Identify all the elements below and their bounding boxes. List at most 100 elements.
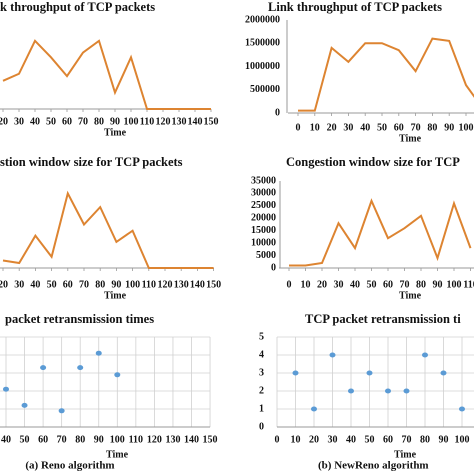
x-tick-label: 40 — [30, 279, 40, 290]
x-tick-label: 60 — [62, 116, 72, 127]
x-tick-label: 40 — [360, 122, 370, 133]
x-tick-label: 110 — [129, 434, 143, 445]
x-tick-label: 70 — [79, 279, 89, 290]
x-tick-label: 40 — [1, 434, 11, 445]
x-tick-label: 30 — [343, 122, 353, 133]
x-axis-label: Time — [394, 449, 417, 460]
y-tick-label: 0 — [259, 421, 264, 432]
point — [114, 372, 121, 378]
x-tick-label: 40 — [350, 279, 360, 290]
point — [422, 352, 428, 358]
x-tick-label: 70 — [402, 434, 412, 445]
x-tick-label: 120 — [158, 279, 173, 290]
chart-title: Congestion window size for TCP — [286, 155, 460, 169]
point — [385, 388, 391, 394]
y-tick-label: 15000 — [251, 225, 276, 236]
y-tick-label: 5 — [259, 331, 264, 342]
y-tick-label: 4 — [259, 349, 264, 360]
x-tick-label: 80 — [75, 434, 85, 445]
x-tick-label: 70 — [411, 122, 421, 133]
x-tick-label: 40 — [346, 434, 356, 445]
x-axis-label: Time — [399, 290, 422, 301]
x-axis-label: Time — [104, 127, 127, 138]
point — [95, 350, 102, 356]
x-tick-label: 50 — [377, 122, 387, 133]
chart-title: stion window size for TCP packets — [0, 155, 183, 169]
x-tick-label: 30 — [14, 279, 24, 290]
x-tick-label: 50 — [46, 116, 56, 127]
x-tick-label: 60 — [383, 279, 393, 290]
x-tick-label: 30 — [328, 434, 338, 445]
point — [311, 406, 317, 412]
x-tick-label: 80 — [416, 279, 426, 290]
x-tick-label: 0 — [287, 279, 292, 290]
x-tick-label: 60 — [394, 122, 404, 133]
x-tick-label: 50 — [47, 279, 57, 290]
y-tick-label: 0 — [271, 262, 276, 273]
y-tick-label: 500000 — [250, 84, 280, 95]
x-tick-label: 0 — [275, 434, 280, 445]
chart-title: packet retransmission times — [5, 312, 154, 326]
x-tick-label: 80 — [94, 116, 104, 127]
x-tick-label: 60 — [38, 434, 48, 445]
point — [366, 370, 373, 376]
x-tick-label: 90 — [444, 122, 454, 133]
series-line — [298, 37, 474, 112]
x-axis-label: Time — [106, 449, 129, 460]
x-tick-label: 140 — [190, 279, 205, 290]
x-tick-label: 90 — [439, 434, 449, 445]
chart-title: TCP packet retransmission ti — [305, 312, 461, 326]
x-axis-label: Time — [104, 290, 127, 301]
y-tick-label: 3 — [259, 367, 264, 378]
series-line — [289, 198, 472, 267]
x-tick-label: 20 — [0, 116, 8, 127]
point — [292, 370, 299, 376]
y-tick-label: 25000 — [251, 200, 276, 211]
x-tick-label: 50 — [367, 279, 377, 290]
y-tick-label: 2000000 — [245, 14, 280, 25]
x-tick-label: 70 — [57, 434, 67, 445]
x-tick-label: 100 — [124, 116, 139, 127]
x-tick-label: 0 — [296, 122, 301, 133]
x-tick-label: 150 — [203, 434, 218, 445]
x-axis-label: Time — [399, 133, 422, 144]
y-tick-label: 0 — [275, 107, 280, 118]
x-tick-label: 50 — [20, 434, 30, 445]
x-tick-label: 60 — [63, 279, 73, 290]
point — [77, 365, 84, 371]
x-tick-label: 90 — [433, 279, 443, 290]
y-tick-label: 1 — [259, 403, 264, 414]
x-tick-label: 20 — [0, 279, 8, 290]
x-tick-label: 90 — [111, 279, 121, 290]
x-tick-label: 130 — [174, 279, 189, 290]
x-tick-label: 10 — [301, 279, 311, 290]
caption: (b) NewReno algorithm — [318, 460, 429, 472]
y-tick-label: 20000 — [251, 213, 276, 224]
x-tick-label: 100 — [447, 279, 462, 290]
x-tick-label: 100 — [125, 279, 140, 290]
x-tick-label: 70 — [78, 116, 88, 127]
x-tick-label: 140 — [184, 434, 199, 445]
x-tick-label: 130 — [172, 116, 187, 127]
x-tick-label: 10 — [291, 434, 301, 445]
y-tick-label: 1500000 — [245, 38, 280, 49]
y-tick-label: 30000 — [251, 188, 276, 199]
x-tick-label: 130 — [165, 434, 180, 445]
x-tick-label: 20 — [327, 122, 337, 133]
point — [329, 352, 336, 358]
y-tick-label: 2 — [259, 385, 264, 396]
point — [403, 388, 410, 394]
x-tick-label: 20 — [317, 279, 327, 290]
y-tick-label: 35000 — [251, 175, 276, 186]
point — [21, 402, 28, 408]
point — [58, 408, 65, 414]
y-tick-label: 5000 — [256, 250, 276, 261]
x-tick-label: 10 — [310, 122, 320, 133]
point — [40, 365, 47, 371]
x-tick-label: 150 — [204, 116, 219, 127]
x-tick-label: 110 — [140, 116, 154, 127]
x-tick-label: 20 — [309, 434, 319, 445]
x-tick-label: 80 — [95, 279, 105, 290]
x-tick-label: 120 — [156, 116, 171, 127]
